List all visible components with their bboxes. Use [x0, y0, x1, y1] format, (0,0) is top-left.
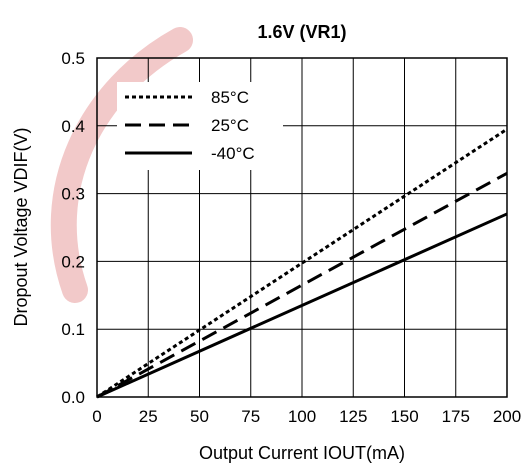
x-tick-label: 175 [442, 407, 470, 426]
legend-label: 85°C [211, 88, 249, 107]
series-line [96, 127, 508, 399]
series-line [96, 171, 508, 399]
x-axis-label: Output Current IOUT(mA) [199, 443, 405, 463]
y-tick-label: 0.4 [61, 117, 85, 136]
legend-label: 25°C [211, 116, 249, 135]
y-axis-label: Dropout Voltage VDIF(V) [11, 127, 31, 326]
y-tick-label: 0.3 [61, 185, 85, 204]
y-tick-label: 0.5 [61, 49, 85, 68]
watermark-arc [50, 27, 193, 303]
plot-frame [96, 57, 508, 398]
x-tick-label: 125 [339, 407, 367, 426]
series-line [96, 212, 508, 399]
y-tick-label: 0.2 [61, 252, 85, 271]
x-tick-label: 25 [139, 407, 158, 426]
legend-label: -40°C [211, 144, 255, 163]
tick-labels: 0 25 50 75 100 125 150 175 200 0.0 0.1 0.2 0.3 0.4 0.5 [61, 49, 521, 426]
x-tick-label: 75 [241, 407, 260, 426]
x-tick-label: 200 [493, 407, 521, 426]
y-tick-label: 0.0 [61, 388, 85, 407]
series-lines [96, 127, 508, 399]
x-tick-label: 50 [190, 407, 209, 426]
chart-title: 1.6V (VR1) [257, 22, 346, 42]
y-tick-label: 0.1 [61, 320, 85, 339]
watermark [50, 27, 193, 303]
x-tick-label: 0 [92, 407, 101, 426]
x-tick-label: 150 [390, 407, 418, 426]
x-tick-label: 100 [288, 407, 316, 426]
legend: 85°C 25°C -40°C [125, 88, 255, 163]
legend-background [117, 82, 283, 170]
